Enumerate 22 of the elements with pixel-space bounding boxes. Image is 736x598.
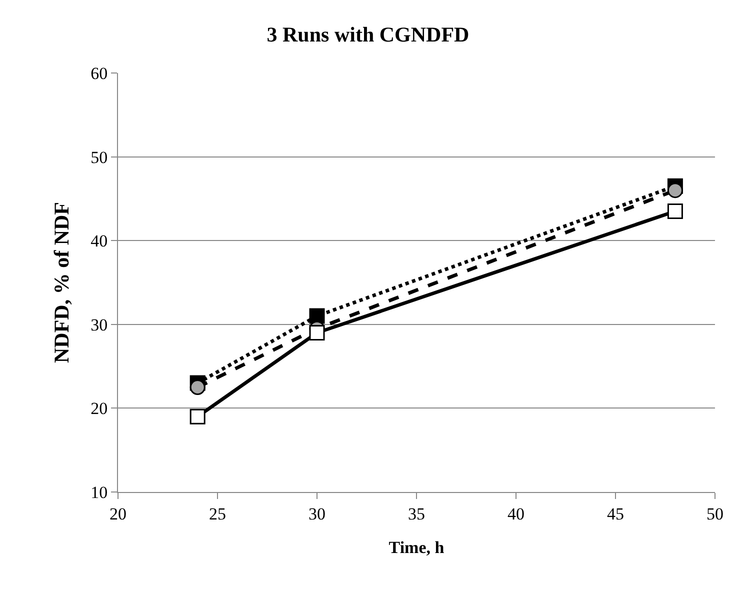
point — [667, 204, 683, 220]
x-tick-label: 20 — [110, 504, 126, 524]
point — [190, 408, 206, 424]
point — [667, 182, 683, 198]
x-tick-label: 40 — [508, 504, 524, 524]
x-tick-label: 35 — [408, 504, 425, 524]
y-tick-label: 10 — [90, 482, 108, 502]
point — [309, 325, 325, 341]
x-tick-label: 45 — [607, 504, 624, 524]
x-axis-title: Time, h — [388, 538, 445, 557]
point — [190, 380, 206, 395]
chart-title: 3 Runs with CGNDFD — [266, 22, 470, 47]
point — [309, 308, 325, 324]
y-tick-label: 30 — [90, 315, 108, 334]
x-tick-label: 25 — [209, 504, 226, 524]
y-tick-label: 50 — [90, 148, 108, 167]
y-tick-label: 20 — [90, 399, 108, 418]
y-tick-label: 60 — [90, 64, 108, 83]
x-tick-label: 30 — [308, 504, 326, 524]
y-tick-label: 40 — [90, 232, 108, 251]
y-axis-title: NDFD, % of NDF — [50, 202, 74, 363]
x-tick-label: 50 — [706, 504, 724, 524]
